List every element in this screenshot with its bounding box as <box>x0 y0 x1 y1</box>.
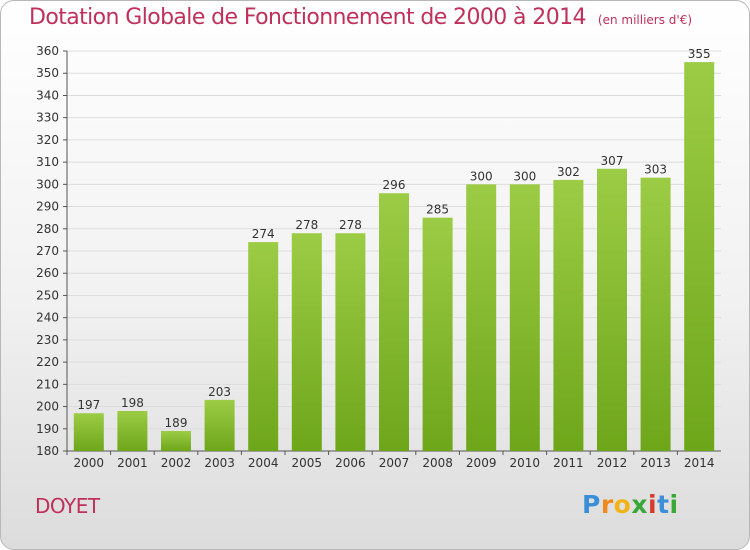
x-tick-label: 2007 <box>379 456 410 470</box>
y-tick-label: 300 <box>36 177 59 191</box>
x-tick-label: 2012 <box>597 456 628 470</box>
y-tick-label: 260 <box>36 266 59 280</box>
y-tick-label: 350 <box>36 66 59 80</box>
x-tick-label: 2000 <box>74 456 105 470</box>
y-tick-label: 250 <box>36 288 59 302</box>
title-text: Dotation Globale de Fonctionnement de 20… <box>29 5 587 30</box>
bar-value-label: 302 <box>557 165 580 179</box>
y-tick-label: 210 <box>36 377 59 391</box>
bar <box>640 177 671 451</box>
y-tick-label: 240 <box>36 311 59 325</box>
logo-letter: i <box>669 490 679 519</box>
bar <box>204 399 235 451</box>
x-tick-label: 2003 <box>204 456 235 470</box>
y-tick-label: 230 <box>36 333 59 347</box>
y-tick-label: 280 <box>36 222 59 236</box>
bar <box>117 411 148 451</box>
y-tick-label: 360 <box>36 44 59 58</box>
bar-value-label: 300 <box>470 169 493 183</box>
bar <box>422 217 453 451</box>
unit-note: (en milliers d'€) <box>597 13 693 27</box>
bar-value-label: 278 <box>295 218 318 232</box>
commune-name: DOYET <box>35 494 100 518</box>
x-tick-label: 2009 <box>466 456 497 470</box>
bar <box>248 242 279 451</box>
chart-title: Dotation Globale de Fonctionnement de 20… <box>29 5 692 30</box>
y-tick-label: 310 <box>36 155 59 169</box>
y-tick-label: 320 <box>36 133 59 147</box>
bar-value-label: 198 <box>121 396 144 410</box>
x-tick-label: 2008 <box>422 456 453 470</box>
y-tick-label: 180 <box>36 444 59 458</box>
bar <box>291 233 322 451</box>
y-tick-label: 220 <box>36 355 59 369</box>
bar <box>509 184 540 452</box>
bar <box>684 62 715 451</box>
logo-letter: o <box>613 490 632 519</box>
y-tick-label: 270 <box>36 244 59 258</box>
bar-value-label: 274 <box>252 227 275 241</box>
bar-value-label: 296 <box>383 178 406 192</box>
bar-value-label: 307 <box>601 154 624 168</box>
bar <box>335 233 366 451</box>
bar-value-label: 197 <box>77 398 100 412</box>
x-tick-label: 2004 <box>248 456 279 470</box>
logo-letter: x <box>631 490 648 519</box>
x-tick-label: 2005 <box>292 456 323 470</box>
bar <box>161 431 191 451</box>
x-tick-label: 2011 <box>553 456 584 470</box>
x-tick-label: 2002 <box>161 456 192 470</box>
y-tick-label: 200 <box>36 400 59 414</box>
y-tick-label: 190 <box>36 422 59 436</box>
proxiti-logo[interactable]: Proxiti <box>582 490 679 519</box>
logo-letter: i <box>648 490 658 519</box>
x-tick-label: 2001 <box>117 456 148 470</box>
y-tick-label: 290 <box>36 200 59 214</box>
x-tick-label: 2014 <box>684 456 715 470</box>
logo-letter: r <box>600 490 614 519</box>
bar-value-label: 355 <box>688 47 711 61</box>
bar <box>73 413 104 451</box>
x-tick-label: 2013 <box>640 456 671 470</box>
bar <box>466 184 497 452</box>
bar-value-label: 203 <box>208 385 231 399</box>
bar-value-label: 285 <box>426 203 449 217</box>
bar-value-label: 300 <box>513 169 536 183</box>
bar <box>553 179 584 451</box>
x-tick-label: 2006 <box>335 456 366 470</box>
bar-value-label: 189 <box>165 416 188 430</box>
y-tick-label: 330 <box>36 111 59 125</box>
logo-letter: P <box>582 490 601 519</box>
x-tick-label: 2010 <box>510 456 541 470</box>
bar-value-label: 278 <box>339 218 362 232</box>
bars <box>73 62 715 452</box>
bar-value-label: 303 <box>644 163 667 177</box>
labels: 180 190 200 210 220 230 240 250 260 270 280 290 300 3… <box>36 44 714 470</box>
bar <box>379 193 409 451</box>
bar <box>597 168 627 451</box>
y-tick-label: 340 <box>36 88 59 102</box>
logo-letter: t <box>657 490 670 519</box>
